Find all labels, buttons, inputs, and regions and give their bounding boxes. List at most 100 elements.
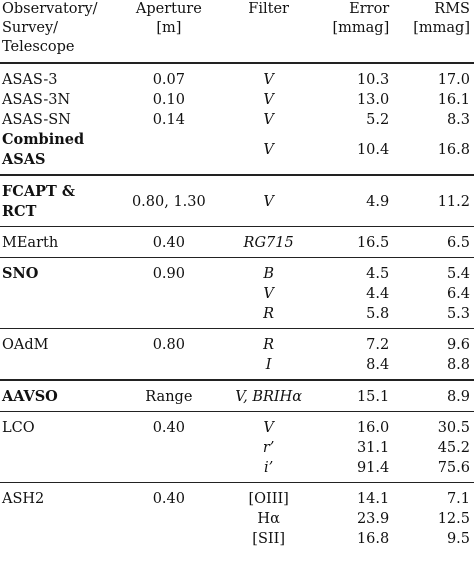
row-aperture	[123, 438, 216, 458]
row-aperture	[123, 529, 216, 553]
row-filter: R	[263, 337, 275, 353]
row-rms: 8.9	[446, 389, 470, 405]
row-rms: 30.5	[437, 420, 470, 436]
table-row: ASAS-3 0.07 V 10.3 17.0	[0, 63, 474, 90]
header-observatory-line2: Survey/	[2, 20, 59, 36]
row-name	[0, 304, 123, 329]
row-aperture	[123, 509, 216, 529]
row-name: ASAS-3N	[2, 92, 71, 108]
header-aperture-line2: [m]	[156, 20, 182, 36]
row-rms: 17.0	[437, 72, 470, 88]
header-row: Observatory/ Survey/ Telescope Aperture …	[0, 0, 474, 63]
row-rms: 6.4	[446, 286, 470, 302]
row-error: 16.8	[356, 531, 390, 547]
row-error: 7.2	[366, 337, 390, 353]
row-error: 91.4	[356, 460, 390, 476]
group-lco: LCO 0.40 V 16.0 30.5 r’ 31.1 45.2 i’ 91.…	[0, 411, 474, 483]
row-error: 5.2	[366, 112, 390, 128]
table-row: AAVSO Range V, BRIHα 15.1 8.9	[0, 380, 474, 412]
row-aperture: 0.90	[152, 266, 185, 282]
row-name	[0, 284, 123, 304]
table-row: R 5.8 5.3	[0, 304, 474, 329]
row-name: FCAPT & RCT	[0, 175, 123, 227]
row-filter: R	[263, 306, 275, 322]
row-aperture: 0.80, 1.30	[131, 194, 206, 210]
group-mearth: MEarth 0.40 RG715 16.5 6.5	[0, 226, 474, 258]
table-row: OAdM 0.80 R 7.2 9.6	[0, 329, 474, 356]
row-error: 5.8	[366, 306, 390, 322]
row-rms: 5.3	[446, 306, 470, 322]
row-filter: V	[263, 420, 274, 436]
table-row: ASH2 0.40 [OIII] 14.1 7.1	[0, 483, 474, 510]
row-error: 15.1	[356, 389, 390, 405]
header-rms-line1: RMS	[434, 1, 470, 17]
row-name: OAdM	[2, 337, 49, 353]
row-aperture: 0.10	[152, 92, 185, 108]
row-filter: V	[263, 92, 274, 108]
table-row: MEarth 0.40 RG715 16.5 6.5	[0, 227, 474, 258]
row-rms: 11.2	[437, 194, 470, 210]
row-filter: [SII]	[252, 531, 285, 547]
row-aperture: Range	[145, 389, 193, 405]
row-filter: V	[263, 142, 274, 158]
row-rms: 9.5	[446, 531, 470, 547]
row-name	[0, 529, 123, 553]
row-error: 8.4	[366, 357, 390, 373]
row-error: 23.9	[356, 511, 390, 527]
row-name: ASAS-3	[2, 72, 58, 88]
row-filter: V	[263, 194, 274, 210]
row-error: 13.0	[356, 92, 390, 108]
row-filter: r’	[262, 440, 275, 456]
header-rms: RMS [mmag]	[407, 0, 474, 63]
row-rms: 8.3	[446, 112, 470, 128]
row-name-line1: Combined	[2, 131, 85, 148]
row-name: LCO	[2, 420, 35, 436]
row-aperture: 0.80	[152, 337, 185, 353]
group-aavso: AAVSO Range V, BRIHα 15.1 8.9	[0, 380, 474, 412]
header-observatory-line1: Observatory/	[2, 1, 98, 17]
group-sno: SNO 0.90 B 4.5 5.4 V 4.4 6.4 R 5.8 5.3	[0, 257, 474, 329]
row-rms: 5.4	[446, 266, 470, 282]
row-filter: RG715	[243, 235, 294, 251]
header-error: Error [mmag]	[322, 0, 407, 63]
header-observatory: Observatory/ Survey/ Telescope	[0, 0, 123, 63]
table-row: LCO 0.40 V 16.0 30.5	[0, 412, 474, 439]
header-error-line1: Error	[349, 1, 390, 17]
row-rms: 7.1	[446, 491, 470, 507]
header-filter: Filter	[248, 1, 289, 17]
row-error: 4.4	[366, 286, 390, 302]
row-filter: I	[265, 357, 272, 373]
header-observatory-line3: Telescope	[2, 39, 75, 55]
row-aperture: 0.40	[152, 491, 185, 507]
row-error: 14.1	[356, 491, 390, 507]
row-name: AAVSO	[2, 388, 58, 405]
row-aperture	[123, 304, 216, 329]
row-aperture	[123, 284, 216, 304]
row-aperture: 0.40	[152, 235, 185, 251]
group-fcapt: FCAPT & RCT 0.80, 1.30 V 4.9 11.2	[0, 175, 474, 227]
header-aperture: Aperture [m]	[123, 0, 216, 63]
table-row: I 8.4 8.8	[0, 355, 474, 380]
table-row: ASAS-3N 0.10 V 13.0 16.1	[0, 90, 474, 110]
header-rms-line2: [mmag]	[413, 20, 470, 36]
row-filter: V	[263, 286, 274, 302]
table-row-combined: Combined ASAS V 10.4 16.8	[0, 130, 474, 175]
row-aperture	[123, 355, 216, 380]
row-name	[0, 509, 123, 529]
table-header: Observatory/ Survey/ Telescope Aperture …	[0, 0, 474, 63]
row-aperture: 0.14	[152, 112, 185, 128]
row-aperture: 0.07	[152, 72, 185, 88]
row-name-line2: ASAS	[2, 151, 46, 168]
photometry-table: Observatory/ Survey/ Telescope Aperture …	[0, 0, 474, 553]
row-error: 10.4	[356, 142, 390, 158]
row-rms: 45.2	[437, 440, 470, 456]
row-error: 4.5	[366, 266, 390, 282]
row-rms: 6.5	[446, 235, 470, 251]
table-row: r’ 31.1 45.2	[0, 438, 474, 458]
row-name-line2: RCT	[2, 203, 37, 220]
row-error: 16.5	[356, 235, 390, 251]
group-asas: ASAS-3 0.07 V 10.3 17.0 ASAS-3N 0.10 V 1…	[0, 63, 474, 175]
row-aperture	[123, 130, 216, 175]
row-name: ASH2	[2, 491, 45, 507]
group-oadm: OAdM 0.80 R 7.2 9.6 I 8.4 8.8	[0, 328, 474, 381]
